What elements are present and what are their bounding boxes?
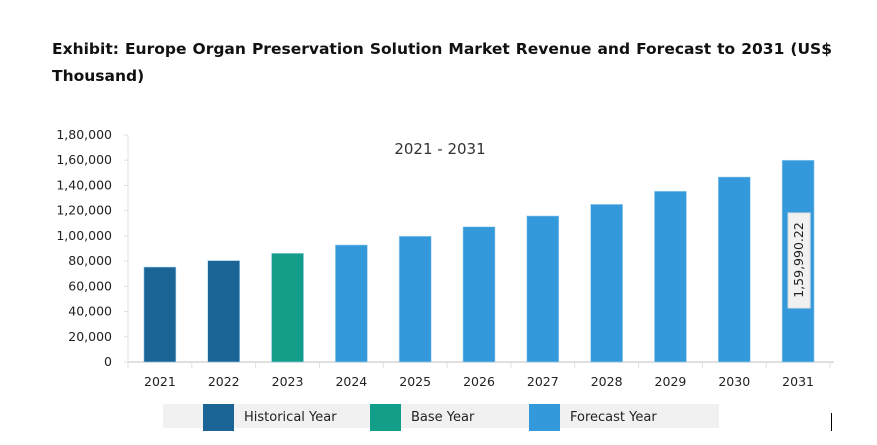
bar-2021 — [143, 266, 177, 363]
x-tick-label: 2025 — [399, 374, 431, 389]
legend-historical: Historical Year — [203, 403, 337, 431]
x-tick-label: 2030 — [718, 374, 750, 389]
x-tick-label: 2028 — [591, 374, 623, 389]
y-tick-label: 1,80,000 — [56, 127, 112, 142]
x-tick-label: 2027 — [527, 374, 559, 389]
x-tick-label: 2024 — [335, 374, 367, 389]
legend-swatch — [203, 403, 234, 431]
y-tick-label: 1,60,000 — [56, 152, 112, 167]
x-tick-label: 2023 — [272, 374, 304, 389]
legend-swatch — [370, 403, 401, 431]
data-label-box — [787, 212, 811, 309]
legend-label: Forecast Year — [570, 409, 657, 425]
bar-2025 — [398, 235, 432, 363]
legend-swatch — [529, 403, 560, 431]
y-tick-label: 1,20,000 — [56, 203, 112, 218]
y-tick-label: 1,00,000 — [56, 228, 112, 243]
y-tick-label: 80,000 — [68, 253, 112, 268]
x-tick-label: 2031 — [782, 374, 814, 389]
x-tick-label: 2021 — [144, 374, 176, 389]
x-tick-label: 2029 — [655, 374, 687, 389]
bar-2023 — [271, 252, 304, 363]
y-tick-label: 60,000 — [68, 278, 112, 293]
bar-2022 — [207, 260, 241, 363]
bar-2030 — [717, 176, 751, 363]
legend: Historical Year Base Year Forecast Year — [163, 403, 719, 431]
text-cursor — [831, 413, 832, 431]
x-tick-label: 2026 — [463, 374, 495, 389]
chart-subtitle: 2021 - 2031 — [394, 140, 485, 158]
bar-2024 — [335, 244, 368, 363]
x-tick-label: 2022 — [208, 374, 240, 389]
legend-label: Historical Year — [244, 409, 337, 425]
legend-label: Base Year — [411, 409, 475, 425]
bar-2028 — [590, 204, 623, 363]
y-tick-label: 20,000 — [68, 329, 112, 344]
chart-title: Exhibit: Europe Organ Preservation Solut… — [52, 40, 832, 85]
bar-2027 — [526, 215, 560, 363]
data-label: 1,59,990.22 — [791, 222, 806, 298]
legend-forecast: Forecast Year — [529, 403, 657, 431]
y-tick-label: 0 — [104, 354, 112, 369]
bar-2026 — [462, 226, 496, 363]
y-tick-label: 40,000 — [68, 304, 112, 319]
y-tick-label: 1,40,000 — [56, 177, 112, 192]
bar-2029 — [654, 190, 687, 363]
legend-base: Base Year — [370, 403, 475, 431]
